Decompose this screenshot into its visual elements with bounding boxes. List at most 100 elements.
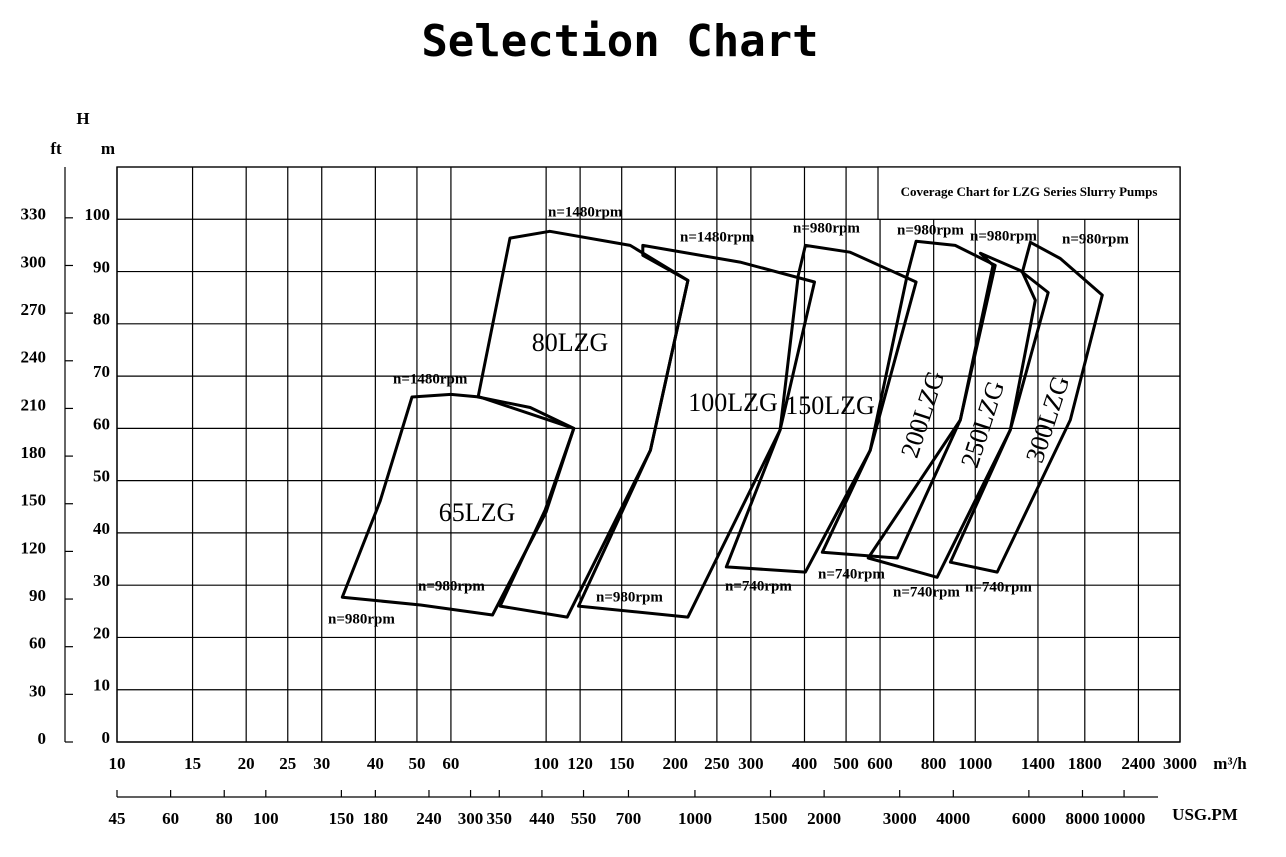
rpm-annotation: n=980rpm [418, 578, 485, 594]
x-tick-label: 3000 [1163, 754, 1197, 773]
y2-tick-label: 330 [21, 205, 47, 224]
note: Coverage Chart for LZG Series Slurry Pum… [901, 184, 1158, 199]
pump-region [340, 392, 576, 617]
x2-tick-label: 300 [458, 809, 484, 828]
rpm-annotation: n=740rpm [965, 579, 1032, 595]
y2-tick-label: 120 [21, 538, 47, 557]
x2-tick-label: 1500 [754, 809, 788, 828]
x2-tick-label: 80 [216, 809, 233, 828]
y-tick-label: 90 [93, 257, 110, 276]
y-tick-label: 0 [102, 728, 111, 747]
x-tick-label: 10 [109, 754, 126, 773]
rpm-annotation: n=740rpm [893, 584, 960, 600]
y-tick-label: 10 [93, 676, 110, 695]
y-unit: m [101, 139, 115, 158]
x-tick-label: 150 [609, 754, 635, 773]
y-axis-label: H [76, 109, 89, 128]
pump-region [866, 251, 1050, 579]
x2-tick-label: 10000 [1103, 809, 1146, 828]
x2-tick-label: 700 [616, 809, 642, 828]
y-tick-label: 80 [93, 310, 110, 329]
x2-tick-label: 180 [363, 809, 389, 828]
note-box [877, 166, 1181, 220]
rpm-annotation: n=980rpm [328, 611, 395, 627]
region-label: 65LZG [439, 498, 516, 527]
rpm-annotation: n=740rpm [818, 566, 885, 582]
rpm-annotation: n=980rpm [897, 222, 964, 238]
y2-tick-label: 300 [21, 252, 47, 271]
x2-tick-label: 4000 [936, 809, 970, 828]
x2-tick-label: 8000 [1065, 809, 1099, 828]
x2-tick-label: 150 [329, 809, 355, 828]
y2-tick-label: 180 [21, 443, 47, 462]
x-tick-label: 300 [738, 754, 764, 773]
x-tick-label: 1400 [1021, 754, 1055, 773]
y-tick-label: 30 [93, 571, 110, 590]
x-tick-label: 20 [238, 754, 255, 773]
x-tick-label: 400 [792, 754, 818, 773]
x-tick-label: 800 [921, 754, 947, 773]
x2-unit: USG.PM [1172, 805, 1238, 824]
x-tick-label: 40 [367, 754, 384, 773]
y2-tick-label: 270 [21, 300, 47, 319]
region-label: 150LZG [785, 391, 875, 420]
x2-tick-label: 1000 [678, 809, 712, 828]
rpm-annotation: n=980rpm [596, 589, 663, 605]
x2-tick-label: 2000 [807, 809, 841, 828]
rpm-annotation: n=1480rpm [680, 229, 755, 245]
x-tick-label: 1000 [958, 754, 992, 773]
x2-tick-label: 3000 [883, 809, 917, 828]
y-tick-label: 100 [85, 205, 111, 224]
region-label: 80LZG [532, 328, 609, 357]
x-tick-label: 1800 [1068, 754, 1102, 773]
rpm-annotation: n=740rpm [725, 578, 792, 594]
x2-tick-label: 100 [253, 809, 279, 828]
y-tick-label: 50 [93, 467, 110, 486]
x2-tick-label: 440 [529, 809, 555, 828]
x2-tick-label: 6000 [1012, 809, 1046, 828]
y2-tick-label: 60 [29, 634, 46, 653]
x-tick-label: 600 [867, 754, 893, 773]
rpm-annotation: n=1480rpm [548, 204, 623, 220]
region-label: 100LZG [688, 388, 778, 417]
y2-unit: ft [50, 139, 62, 158]
y-tick-label: 60 [93, 414, 110, 433]
x2-tick-label: 240 [416, 809, 442, 828]
x-tick-label: 60 [442, 754, 459, 773]
y2-tick-label: 210 [21, 395, 47, 414]
y2-tick-label: 150 [21, 491, 47, 510]
y-tick-label: 20 [93, 623, 110, 642]
y2-tick-label: 240 [21, 348, 47, 367]
chart-title: Selection Chart [421, 16, 818, 67]
x-tick-label: 25 [279, 754, 296, 773]
rpm-annotation: n=1480rpm [393, 371, 468, 387]
y-tick-label: 40 [93, 519, 110, 538]
x-tick-label: 500 [833, 754, 859, 773]
x-unit: m³/h [1213, 754, 1247, 773]
y-tick-label: 70 [93, 362, 110, 381]
x-tick-label: 250 [704, 754, 730, 773]
region-label: 300LZG [1020, 372, 1075, 466]
pump-region [820, 239, 997, 560]
pump-region [577, 243, 816, 619]
x-tick-label: 15 [184, 754, 201, 773]
x-tick-label: 120 [567, 754, 593, 773]
x2-tick-label: 45 [109, 809, 126, 828]
pump-region [724, 243, 918, 574]
x-tick-label: 200 [663, 754, 689, 773]
pump-region [476, 229, 690, 619]
x-tick-label: 50 [408, 754, 425, 773]
x2-tick-label: 350 [487, 809, 513, 828]
rpm-annotation: n=980rpm [793, 220, 860, 236]
y2-tick-label: 90 [29, 586, 46, 605]
x-tick-label: 100 [533, 754, 559, 773]
x-tick-label: 30 [313, 754, 330, 773]
y2-tick-label: 30 [29, 681, 46, 700]
x-tick-label: 2400 [1121, 754, 1155, 773]
region-label: 250LZG [955, 377, 1010, 471]
plot-frame [116, 166, 1181, 743]
x2-tick-label: 60 [162, 809, 179, 828]
pump-region [948, 240, 1104, 574]
